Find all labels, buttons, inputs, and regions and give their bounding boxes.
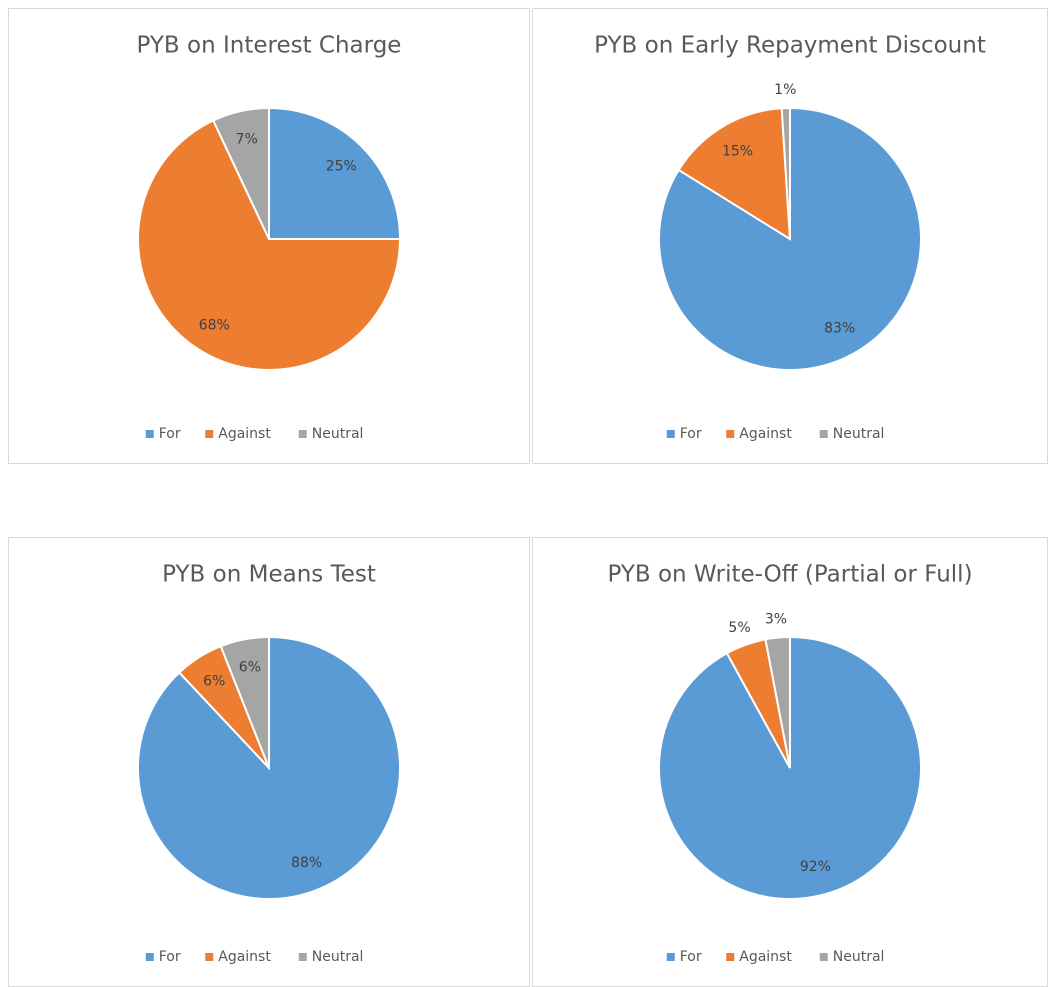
chart-title: PYB on Write-Off (Partial or Full) (607, 562, 972, 588)
data-label: 88% (291, 855, 322, 871)
chart-panel: PYB on Write-Off (Partial or Full) 92% 5% 3… (532, 537, 1048, 987)
data-label: 15% (722, 143, 753, 159)
pie-slice (780, 106, 791, 240)
legend-label: Neutral (833, 949, 885, 965)
legend-swatch (819, 953, 828, 961)
pie-slice (219, 635, 270, 769)
legend-label: Against (218, 426, 271, 442)
legend-label: Neutral (833, 426, 885, 442)
chart-title: PYB on Means Test (162, 562, 376, 588)
data-label: 92% (800, 859, 831, 875)
legend-swatch (726, 430, 735, 438)
legend-swatch (666, 430, 675, 438)
legend-swatch (205, 430, 214, 438)
data-label: 68% (199, 317, 230, 333)
legend-label: For (159, 426, 181, 442)
data-label: 1% (774, 82, 796, 98)
panel-border (8, 8, 530, 464)
data-label: 5% (728, 620, 750, 636)
legend-swatch (726, 953, 735, 961)
legend-label: For (680, 949, 702, 965)
data-label: 6% (203, 674, 225, 690)
legend-swatch (298, 953, 307, 961)
legend-label: Against (739, 426, 792, 442)
pie-slice (268, 106, 402, 240)
pie-slice (764, 635, 791, 769)
legend-swatch (205, 953, 214, 961)
data-label: 25% (326, 159, 357, 175)
legend-label: Against (739, 949, 792, 965)
pie-slice (137, 119, 402, 371)
pie-slice (211, 106, 270, 240)
chart-panel: PYB on Means Test 88% 6% 6% For Against Neutra… (8, 537, 530, 987)
legend-swatch (819, 430, 828, 438)
chart-title: PYB on Interest Charge (137, 33, 402, 59)
chart-panel: PYB on Early Repayment Discount 83% 15% 1% F… (532, 8, 1048, 464)
legend-swatch (298, 430, 307, 438)
legend-label: Neutral (312, 949, 364, 965)
legend-swatch (145, 953, 154, 961)
data-label: 3% (765, 612, 787, 628)
legend-swatch (666, 953, 675, 961)
legend-label: For (159, 949, 181, 965)
chart-panel: PYB on Interest Charge 25% 68% 7% For Against… (8, 8, 530, 464)
legend-label: For (680, 426, 702, 442)
legend-label: Against (218, 949, 271, 965)
data-label: 6% (239, 660, 261, 676)
pie-slice (677, 107, 792, 241)
pie-slice (658, 635, 922, 900)
chart-title: PYB on Early Repayment Discount (594, 33, 986, 59)
legend-label: Neutral (312, 426, 364, 442)
data-label: 83% (824, 320, 855, 336)
data-label: 7% (236, 131, 258, 147)
legend-swatch (145, 430, 154, 438)
